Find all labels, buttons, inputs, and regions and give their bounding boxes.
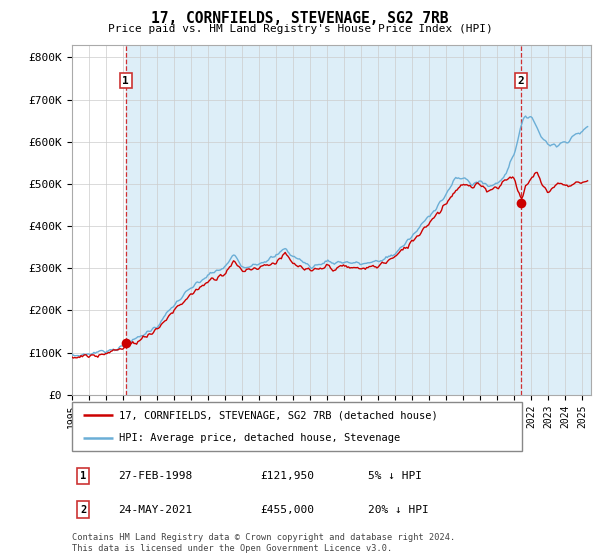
Text: HPI: Average price, detached house, Stevenage: HPI: Average price, detached house, Stev… (119, 433, 401, 443)
Text: 1: 1 (122, 76, 129, 86)
Text: 24-MAY-2021: 24-MAY-2021 (118, 505, 192, 515)
Bar (126, 45, 600, 395)
Text: Contains HM Land Registry data © Crown copyright and database right 2024.
This d: Contains HM Land Registry data © Crown c… (72, 533, 455, 553)
Text: £121,950: £121,950 (260, 471, 314, 481)
Text: Price paid vs. HM Land Registry's House Price Index (HPI): Price paid vs. HM Land Registry's House … (107, 24, 493, 34)
Text: 2: 2 (80, 505, 86, 515)
FancyBboxPatch shape (72, 402, 522, 451)
Text: £455,000: £455,000 (260, 505, 314, 515)
Text: 1: 1 (80, 471, 86, 481)
Text: 20% ↓ HPI: 20% ↓ HPI (368, 505, 428, 515)
Text: 5% ↓ HPI: 5% ↓ HPI (368, 471, 422, 481)
Text: 17, CORNFIELDS, STEVENAGE, SG2 7RB: 17, CORNFIELDS, STEVENAGE, SG2 7RB (151, 11, 449, 26)
Text: 27-FEB-1998: 27-FEB-1998 (118, 471, 192, 481)
Text: 2: 2 (518, 76, 524, 86)
Text: 17, CORNFIELDS, STEVENAGE, SG2 7RB (detached house): 17, CORNFIELDS, STEVENAGE, SG2 7RB (deta… (119, 410, 438, 421)
